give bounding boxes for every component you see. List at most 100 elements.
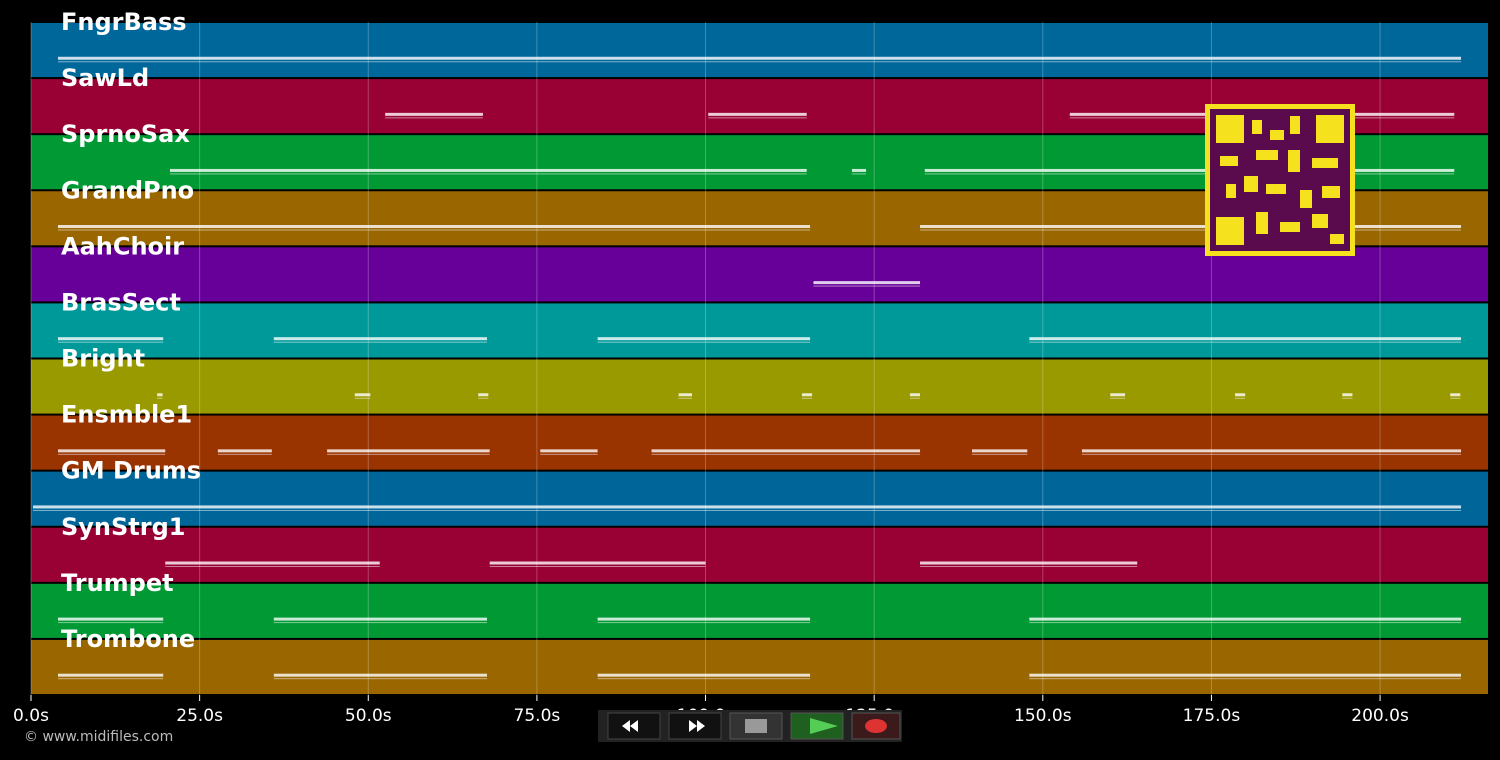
note-region (1235, 397, 1246, 399)
note-region (678, 397, 693, 399)
note-region (971, 453, 1028, 455)
note-region (57, 229, 811, 231)
note-region (33, 509, 1462, 511)
note-region (597, 678, 811, 680)
x-tick-label: 200.0s (1351, 706, 1409, 726)
play-button[interactable] (790, 712, 844, 740)
note-region (57, 449, 166, 453)
track-band (31, 23, 1488, 78)
track-band (31, 639, 1488, 694)
note-region (57, 61, 1462, 63)
note-region (57, 617, 164, 621)
note-region (273, 617, 487, 621)
note-region (651, 453, 921, 455)
track-band (31, 471, 1488, 526)
note-region (157, 393, 163, 397)
x-tick-label: 175.0s (1183, 706, 1241, 726)
note-region (1235, 393, 1246, 397)
note-region (540, 453, 598, 455)
note-region (909, 397, 921, 399)
note-region (597, 341, 811, 343)
note-region (801, 397, 813, 399)
note-region (1342, 393, 1353, 397)
note-region (165, 561, 380, 565)
note-region (57, 337, 164, 341)
qr-code (1205, 104, 1355, 256)
note-region (1450, 397, 1461, 399)
note-region (385, 117, 483, 119)
track-band (31, 303, 1488, 358)
forward-button[interactable] (668, 712, 722, 740)
note-region (489, 561, 706, 565)
record-button[interactable] (851, 712, 901, 740)
note-region (273, 337, 487, 341)
note-region (920, 566, 1138, 568)
track-name: GrandPno (61, 176, 194, 204)
note-region (157, 397, 163, 399)
note-region (708, 117, 807, 119)
track-band (31, 247, 1488, 302)
note-region (489, 566, 706, 568)
track-band (31, 415, 1488, 470)
note-region (597, 337, 811, 341)
note-region (1029, 673, 1462, 677)
note-region (801, 393, 813, 397)
note-region (169, 168, 807, 172)
note-region (1029, 617, 1462, 621)
note-region (273, 341, 487, 343)
note-region (57, 678, 164, 680)
note-region (1110, 393, 1126, 397)
note-region (57, 622, 164, 624)
note-region (273, 673, 487, 677)
note-region (597, 622, 811, 624)
note-region (1029, 337, 1462, 341)
note-region (354, 397, 371, 399)
rewind-button[interactable] (607, 712, 661, 740)
note-region (813, 285, 921, 287)
track-band (31, 583, 1488, 638)
note-region (57, 673, 164, 677)
note-region (169, 173, 807, 175)
note-region (385, 112, 483, 116)
note-region (597, 617, 811, 621)
track-name: Trumpet (61, 569, 174, 597)
note-region (273, 678, 487, 680)
note-region (327, 449, 490, 453)
x-tick-label: 75.0s (514, 706, 561, 726)
note-region (478, 393, 489, 397)
x-tick-label: 50.0s (345, 706, 392, 726)
x-tick-label: 0.0s (13, 706, 49, 726)
note-region (1342, 397, 1353, 399)
transport-controls (598, 710, 902, 742)
note-region (971, 449, 1028, 453)
track-name: AahChoir (61, 232, 184, 260)
stop-button[interactable] (729, 712, 783, 740)
note-region (327, 453, 490, 455)
track-name: BrasSect (61, 288, 181, 316)
track-name: Ensmble1 (61, 401, 192, 429)
track-name: SprnoSax (61, 120, 190, 148)
note-region (1029, 622, 1462, 624)
track-name: Bright (61, 345, 145, 373)
note-region (1029, 678, 1462, 680)
note-region (478, 397, 489, 399)
note-region (920, 229, 1462, 231)
x-tick-label: 150.0s (1014, 706, 1072, 726)
note-region (678, 393, 693, 397)
note-region (920, 561, 1138, 565)
x-tick-label: 25.0s (176, 706, 223, 726)
track-name: FngrBass (61, 8, 187, 36)
note-region (920, 225, 1462, 229)
note-region (354, 393, 371, 397)
note-region (813, 281, 921, 285)
note-region (851, 168, 867, 172)
note-region (1450, 393, 1461, 397)
track-name: SawLd (61, 64, 149, 92)
copyright: © www.midifiles.com (24, 729, 173, 745)
note-region (217, 449, 272, 453)
note-region (1110, 397, 1126, 399)
note-region (651, 449, 921, 453)
note-region (540, 449, 598, 453)
note-region (273, 622, 487, 624)
